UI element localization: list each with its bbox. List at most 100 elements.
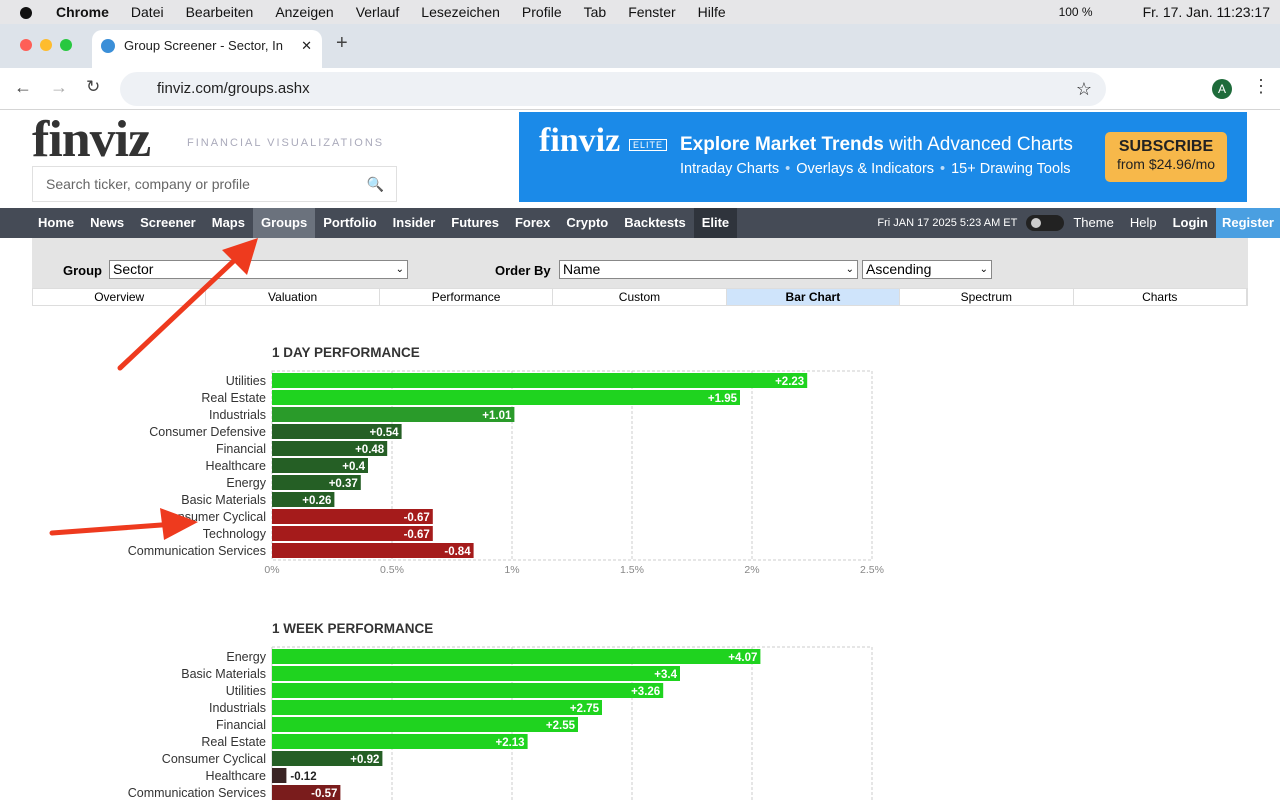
arrow-head	[222, 238, 258, 275]
ad-feature: Overlays & Indicators	[796, 161, 935, 177]
register[interactable]: Register	[1215, 208, 1280, 238]
theme-toggle[interactable]	[1025, 213, 1065, 233]
menu-item[interactable]: Hilfe	[697, 4, 726, 20]
value-label: +0.26	[302, 495, 331, 507]
value-label: -0.12	[290, 771, 316, 783]
bar	[272, 768, 287, 783]
value-label: +2.13	[495, 737, 524, 749]
login[interactable]: Login	[1172, 215, 1208, 230]
annotation-arrows	[49, 238, 258, 540]
favicon	[101, 39, 115, 53]
ad-price: from $24.96/mo	[1116, 156, 1216, 172]
tagline: FINANCIAL VISUALIZATIONS	[187, 137, 385, 149]
active-tab[interactable]: Group Screener - Sector, In ✕	[92, 30, 322, 68]
value-label: +0.37	[329, 478, 358, 490]
nav-item[interactable]: Home	[38, 215, 75, 230]
bar	[272, 407, 515, 422]
menu-item[interactable]: Profile	[521, 4, 562, 20]
search-placeholder: Search ticker, company or profile	[46, 176, 250, 192]
menu-item[interactable]: Verlauf	[355, 4, 400, 20]
group-label: Group	[63, 263, 102, 278]
direction-select[interactable]: Ascending ⌄	[862, 260, 992, 279]
nav-item[interactable]: Insider	[392, 215, 436, 230]
plot-frame	[271, 370, 873, 561]
bar	[272, 390, 740, 405]
nav-item[interactable]: Futures	[451, 215, 499, 230]
battery: 100 %	[1058, 5, 1093, 19]
bar	[272, 458, 368, 473]
category-label: Consumer Cyclical	[162, 752, 266, 766]
category-label: Utilities	[226, 374, 266, 388]
x-tick-label: 1.5%	[620, 564, 644, 576]
ad-cta[interactable]: SUBSCRIBE from $24.96/mo	[1105, 132, 1227, 182]
nav-item[interactable]: Groups	[252, 208, 316, 238]
search-box[interactable]: Search ticker, company or profile 🔍	[32, 166, 397, 202]
nav-bar: Home News Screener Maps Groups Portfolio Insid…	[0, 208, 1280, 238]
nav-item[interactable]: Screener	[140, 215, 196, 230]
menu-item[interactable]: Lesezeichen	[421, 4, 500, 20]
group-select[interactable]: Sector ⌄	[109, 260, 408, 279]
search-icon[interactable]: 🔍	[366, 176, 384, 192]
reload[interactable]: ↻	[86, 77, 101, 96]
bookmark-star[interactable]: ☆	[1075, 79, 1092, 99]
site-logo[interactable]: finviz	[32, 111, 151, 168]
value-label: +0.48	[355, 444, 385, 456]
ad-badge: ELITE	[629, 139, 668, 151]
category-label: Utilities	[226, 684, 266, 698]
menu-item[interactable]: Datei	[130, 4, 164, 20]
view-tab[interactable]: Valuation	[206, 289, 380, 305]
menu-item[interactable]: Tab	[583, 4, 607, 20]
profile-avatar[interactable]: A	[1212, 79, 1232, 99]
tab-title: Group Screener - Sector, In	[124, 38, 283, 53]
view-tab[interactable]: Charts	[1074, 289, 1247, 305]
ad-banner[interactable]: finviz ELITE Explore Market Trends with …	[519, 112, 1247, 202]
theme[interactable]: Theme	[1073, 215, 1114, 230]
bar	[272, 700, 602, 715]
nav-item[interactable]: Backtests	[624, 215, 686, 230]
menu-item[interactable]: Fenster	[628, 4, 676, 20]
bar	[272, 373, 808, 388]
ad-headline-rest: with Advanced Charts	[889, 134, 1073, 155]
help[interactable]: Help	[1129, 215, 1157, 230]
view-tab[interactable]: Spectrum	[900, 289, 1074, 305]
value-label: +2.75	[570, 703, 600, 715]
order-label: Order By	[495, 263, 551, 278]
nav-item[interactable]: Portfolio	[323, 215, 377, 230]
ad-cta-text: SUBSCRIBE	[1118, 138, 1214, 155]
value-label: +3.26	[631, 686, 660, 698]
nav-item[interactable]: News	[90, 215, 125, 230]
nav-item[interactable]: Forex	[514, 215, 551, 230]
ad-features: Intraday Charts • Overlays & Indicators • 15…	[680, 161, 1071, 177]
url-bar[interactable]: finviz.com/groups.ashx ☆	[120, 72, 1106, 106]
view-tab[interactable]: Bar Chart	[726, 289, 901, 305]
arrow	[117, 252, 243, 371]
datetime: Fri JAN 17 2025 5:23 AM ET	[877, 217, 1018, 229]
view-tab[interactable]: Overview	[33, 289, 207, 305]
nav-item[interactable]: Elite	[693, 208, 738, 238]
x-tick-label: 1%	[504, 564, 519, 576]
menu[interactable]: ⋮	[1252, 76, 1270, 96]
menu-item[interactable]: Anzeigen	[275, 4, 334, 20]
new-tab[interactable]: +	[336, 32, 348, 54]
nav-item[interactable]: Crypto	[566, 215, 609, 230]
back[interactable]: ←	[14, 77, 32, 97]
tab-close[interactable]: ✕	[301, 38, 312, 53]
view-tab[interactable]: Performance	[380, 289, 554, 305]
value-label: +3.4	[654, 669, 677, 681]
app-name[interactable]: Chrome	[56, 4, 109, 20]
category-label: Energy	[226, 476, 266, 490]
bar	[272, 734, 528, 749]
arrow-head	[160, 508, 198, 540]
category-label: Healthcare	[206, 769, 266, 783]
value-label: +1.95	[708, 393, 738, 405]
group-value: Sector	[113, 261, 154, 277]
x-tick-label: 0%	[264, 564, 279, 576]
category-label: Energy	[226, 650, 266, 664]
order-select[interactable]: Name ⌄	[559, 260, 858, 279]
menu-item[interactable]: Bearbeiten	[185, 4, 254, 20]
nav-item[interactable]: Maps	[211, 215, 245, 230]
value-label: -0.57	[311, 788, 337, 800]
forward[interactable]: →	[50, 77, 68, 97]
view-tab[interactable]: Custom	[553, 289, 727, 305]
